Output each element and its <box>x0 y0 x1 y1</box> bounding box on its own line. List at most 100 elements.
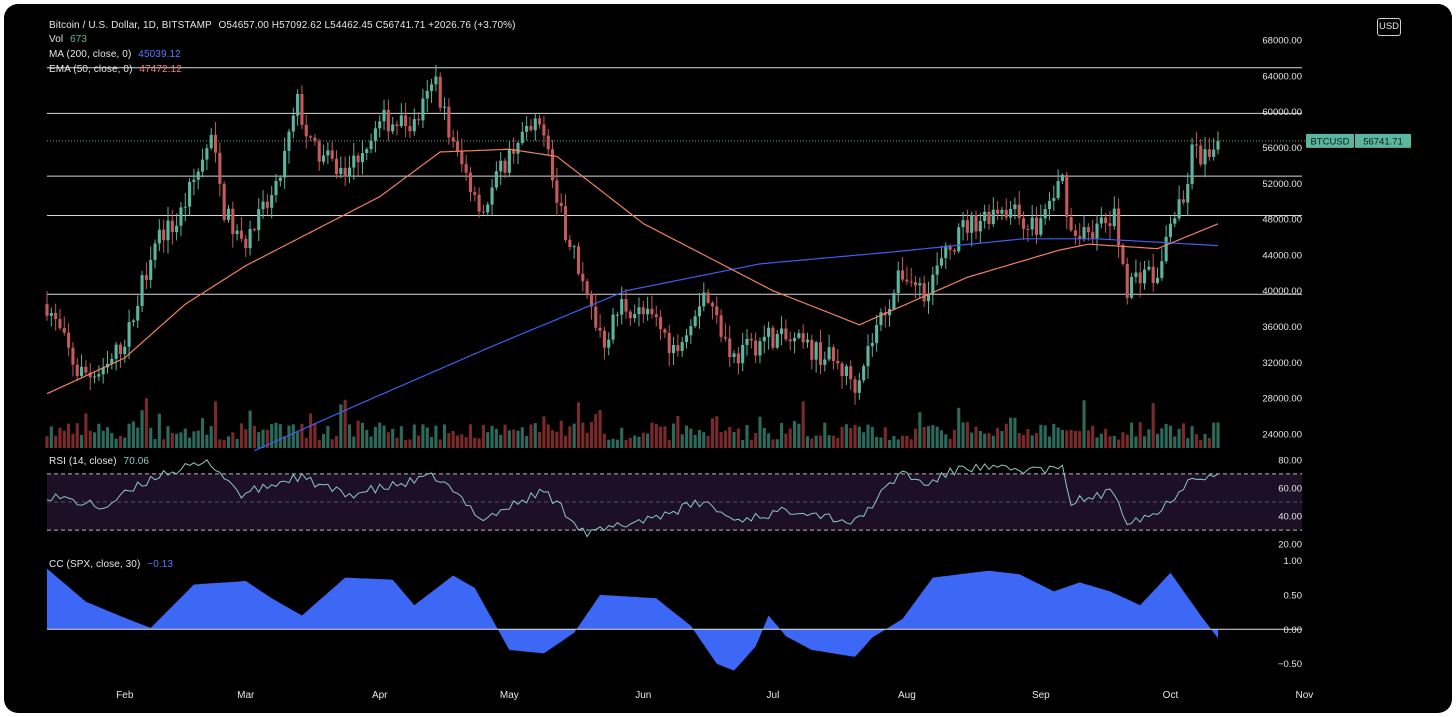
volume-bar <box>1142 436 1147 448</box>
candle-body <box>140 275 144 306</box>
candle-body <box>92 376 97 378</box>
rsi-label: RSI (14, close) <box>49 456 117 467</box>
volume-bar <box>317 439 321 448</box>
candle-body <box>123 346 127 355</box>
candle-body <box>226 208 231 220</box>
currency-button[interactable]: USD <box>1377 18 1401 36</box>
candle-body <box>870 343 874 347</box>
volume-bar <box>957 407 961 448</box>
candle-body <box>572 246 576 248</box>
candle-body <box>101 367 105 375</box>
candle-body <box>931 274 935 296</box>
candle-body <box>1138 272 1142 284</box>
candle-body <box>1104 217 1108 224</box>
volume-bar <box>1168 425 1173 448</box>
candle-body <box>611 314 615 340</box>
candle-body <box>313 137 317 142</box>
candle-body <box>442 106 447 108</box>
candle-body <box>650 308 654 315</box>
candle-body <box>823 359 827 365</box>
candle-body <box>875 325 879 344</box>
volume-bar <box>1199 439 1203 448</box>
volume-bar <box>671 423 676 448</box>
volume-bar <box>162 439 166 448</box>
candle-body <box>1181 199 1185 203</box>
candle-body <box>715 306 719 316</box>
candle-body <box>162 229 166 241</box>
candle-body <box>360 152 364 163</box>
candle-body <box>1112 208 1116 227</box>
candle-body <box>538 118 542 125</box>
volume-bar <box>140 410 144 448</box>
volume-bar <box>144 398 148 448</box>
volume-bar <box>538 431 542 448</box>
volume-bar <box>334 435 339 448</box>
candle-body <box>952 249 956 252</box>
volume-bar <box>179 432 183 448</box>
candle-body <box>378 121 382 129</box>
ema-value: 47472.12 <box>139 64 182 75</box>
volume-bar <box>1104 428 1108 448</box>
candle-body <box>646 308 650 315</box>
candle-body <box>334 158 339 175</box>
candle-body <box>1142 269 1147 284</box>
volume-bar <box>1013 417 1017 448</box>
volume-bar <box>849 428 853 448</box>
volume-bar <box>1099 433 1103 448</box>
volume-bar <box>136 427 140 448</box>
candle-body <box>477 194 481 212</box>
candle-body <box>896 270 900 294</box>
volume-bar <box>118 436 123 448</box>
rsi-value: 70.06 <box>123 456 150 467</box>
candle-body <box>1069 217 1073 231</box>
candle-body <box>71 347 75 365</box>
volume-bar <box>801 401 805 448</box>
candle-body <box>1121 245 1125 264</box>
volume-bar <box>611 438 615 448</box>
axis-labels: 24000.00 28000.00 32000.00 36000.00 40000.00… <box>116 36 1411 701</box>
volume-bar <box>490 425 494 448</box>
candle-body <box>1026 228 1030 230</box>
volume-bar <box>607 439 611 448</box>
volume-bar <box>862 432 866 448</box>
ma200-line <box>254 238 1219 452</box>
candle-body <box>481 211 485 213</box>
rsi-tick-label: 60.00 <box>1278 483 1302 494</box>
candle-body <box>602 330 606 348</box>
volume-bar <box>468 424 473 448</box>
candle-body <box>296 93 300 116</box>
candle-body <box>1017 204 1021 219</box>
cc-area <box>47 568 1218 671</box>
volume-bar <box>762 427 766 448</box>
volume-bar <box>926 426 931 448</box>
volume-bar <box>659 426 663 448</box>
volume-bar <box>970 432 974 448</box>
symbol-header: Bitcoin / U.S. Dollar, 1D, BITSTAMP O546… <box>49 20 516 31</box>
volume-bar <box>1009 417 1013 448</box>
volume-bar <box>931 425 935 448</box>
candle-body <box>460 151 464 165</box>
candle-body <box>1108 223 1112 227</box>
symbol-tag-bg <box>1306 133 1354 148</box>
candle-body <box>520 131 524 144</box>
candle-body <box>1000 209 1004 214</box>
price-tick-label: 28000.00 <box>1262 394 1302 405</box>
candle-body <box>1052 198 1056 201</box>
candle-body <box>922 283 926 302</box>
candle-body <box>970 214 974 233</box>
candle-body <box>1043 209 1047 219</box>
candle-body <box>382 109 386 122</box>
volume-bar <box>520 427 524 448</box>
candle-body <box>810 339 814 360</box>
volume-bar <box>105 427 110 448</box>
volume-bar <box>991 435 995 448</box>
volume-bar <box>421 424 425 448</box>
volume-bar <box>304 437 308 448</box>
candle-body <box>417 119 421 121</box>
volume-bar <box>857 426 861 448</box>
volume-bar <box>434 425 438 448</box>
candle-body <box>568 239 572 248</box>
candle-body <box>153 243 157 260</box>
candle-body <box>248 229 252 249</box>
volume-bar <box>892 435 896 448</box>
